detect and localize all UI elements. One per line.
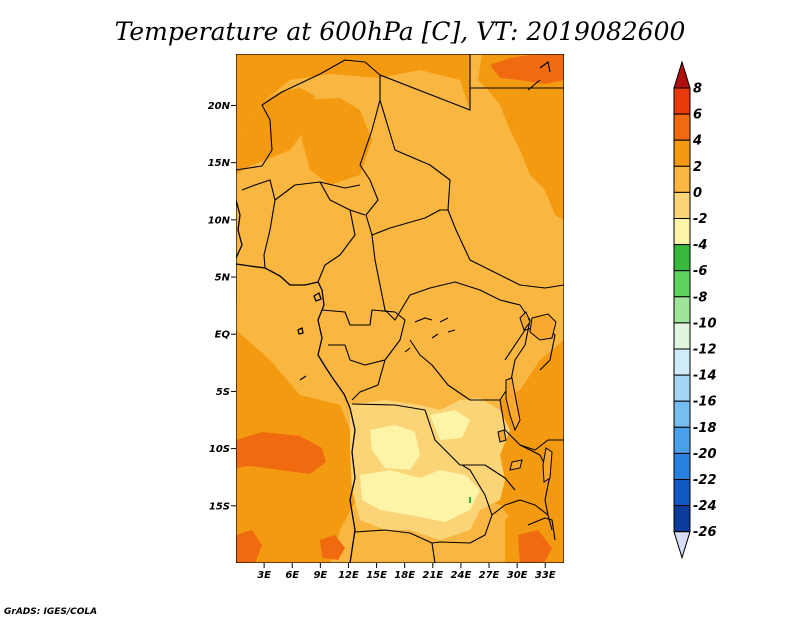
colorbar-level-label: -22 xyxy=(693,473,717,488)
colorbar-swatch xyxy=(673,374,691,402)
colorbar-bottom-arrow xyxy=(673,531,691,560)
colorbar-level-label: -4 xyxy=(693,238,707,253)
colorbar-swatch xyxy=(673,218,691,246)
colorbar-swatch xyxy=(673,165,691,193)
lake-albert xyxy=(519,311,531,332)
lon-tick-label: 3E xyxy=(257,570,271,581)
lake-malawi xyxy=(542,447,553,483)
colorbar-swatch xyxy=(673,244,691,272)
lon-tick-label: 21E xyxy=(422,570,443,581)
colorbar-level-label: -6 xyxy=(693,264,707,279)
colorbar-swatch xyxy=(673,87,691,115)
lat-tick-label: 20N xyxy=(208,101,231,112)
map-title: Temperature at 600hPa [C], VT: 201908260… xyxy=(115,17,686,46)
colorbar-level-label: -26 xyxy=(693,525,717,540)
colorbar-swatch xyxy=(673,270,691,298)
lon-tick-label: 12E xyxy=(338,570,359,581)
lakes xyxy=(497,311,557,483)
colorbar-swatch xyxy=(673,426,691,454)
map-panel xyxy=(236,54,564,563)
colorbar-level-label: 8 xyxy=(693,82,702,97)
colorbar-level-label: -16 xyxy=(693,395,717,410)
colorbar: 8 6 4 2 0 -2 -4 -6 -8 -10 -12 -14 -16 -18 -20 -22 -24 -26 xyxy=(673,60,717,560)
colorbar-level-label: -2 xyxy=(693,212,707,227)
lon-tick-label: 30E xyxy=(507,570,528,581)
coolest-contour-regions xyxy=(360,410,480,522)
colorbar-level-label: 0 xyxy=(693,186,702,201)
lon-tick-label: 24E xyxy=(451,570,472,581)
lat-tick-label: EQ xyxy=(215,330,231,341)
colorbar-swatch xyxy=(673,191,691,219)
colorbar-swatch xyxy=(673,139,691,167)
colorbar-level-label: 6 xyxy=(693,108,702,123)
colorbar-top-arrow xyxy=(673,60,691,89)
lake-victoria xyxy=(529,313,557,341)
lon-tick-label: 6E xyxy=(285,570,299,581)
lon-tick-label: 33E xyxy=(535,570,556,581)
colorbar-level-label: 2 xyxy=(693,160,702,175)
colorbar-level-label: -10 xyxy=(693,316,717,331)
colorbar-swatch xyxy=(673,348,691,376)
lon-tick-label: 15E xyxy=(366,570,387,581)
river-features xyxy=(299,61,551,381)
colorbar-swatch xyxy=(673,479,691,507)
colorbar-level-label: -14 xyxy=(693,369,717,384)
hot-contour-regions xyxy=(236,54,564,563)
latitude-axis: 20N 15N 10N 5N EQ 5S 10S 15S xyxy=(208,101,236,512)
colorbar-level-label: -24 xyxy=(693,499,717,514)
lat-tick-label: 10S xyxy=(209,444,230,455)
colorbar-swatch xyxy=(673,505,691,533)
sao-tome-island xyxy=(297,327,304,335)
colorbar-level-label: 4 xyxy=(692,134,702,149)
lake-kariba xyxy=(509,459,523,471)
colorbar-swatch xyxy=(673,113,691,141)
lon-tick-label: 27E xyxy=(479,570,500,581)
lat-tick-label: 5N xyxy=(215,273,231,284)
lat-tick-label: 5S xyxy=(216,387,230,398)
colorbar-level-label: -8 xyxy=(693,290,707,305)
lat-tick-label: 15S xyxy=(209,501,230,512)
coastline xyxy=(236,199,356,563)
green-cold-spot xyxy=(469,497,471,503)
colorbar-swatch xyxy=(673,322,691,350)
colorbar-swatch xyxy=(673,452,691,480)
lake-mweru xyxy=(497,429,507,443)
grads-credit: GrADS: IGES/COLA xyxy=(4,607,97,617)
lat-tick-label: 10N xyxy=(208,215,231,226)
lon-tick-label: 18E xyxy=(394,570,415,581)
colorbar-level-label: -18 xyxy=(693,421,717,436)
bioko-island xyxy=(313,292,322,302)
colorbar-level-label: -12 xyxy=(693,343,717,358)
colorbar-swatch xyxy=(673,400,691,428)
colorbar-swatch xyxy=(673,296,691,324)
lake-tanganyika xyxy=(505,377,521,432)
colorbar-level-label: -20 xyxy=(693,447,717,462)
lat-tick-label: 15N xyxy=(208,158,231,169)
longitude-axis: 3E 6E 9E 12E 15E 18E 21E 24E 27E 30E 33E xyxy=(257,563,556,581)
lon-tick-label: 9E xyxy=(313,570,327,581)
